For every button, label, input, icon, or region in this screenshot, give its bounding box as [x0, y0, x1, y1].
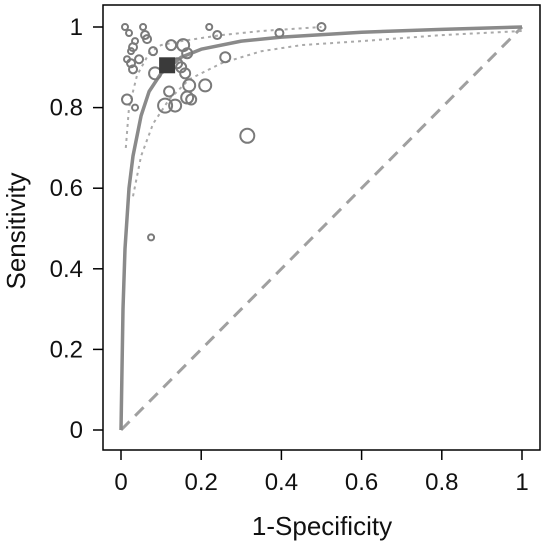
study-point: [179, 67, 192, 80]
x-tick-label: 1: [515, 469, 528, 496]
summary-point: [159, 57, 176, 74]
y-axis-title: Sensitivity: [1, 172, 31, 289]
study-point: [212, 30, 223, 41]
study-point: [239, 127, 256, 144]
study-point: [125, 29, 134, 38]
confidence-region-lower: [132, 30, 523, 197]
study-point: [121, 93, 134, 106]
x-tick-label: 0: [114, 469, 127, 496]
study-point: [127, 47, 136, 56]
study-point: [205, 23, 214, 31]
reference-diagonal-line: [119, 25, 524, 432]
study-point: [163, 85, 176, 98]
y-tick-label: 1: [70, 14, 83, 41]
x-axis-title: 1-Specificity: [252, 511, 392, 541]
study-point: [219, 51, 232, 64]
axis-ticks: 0 0.2 0.4 0.6 0.8 1 0 0.2 0.4 0.6 0.8 1: [50, 14, 529, 496]
study-point: [139, 23, 148, 31]
y-tick-label: 0.8: [50, 95, 83, 122]
study-point: [121, 23, 130, 31]
study-point: [185, 93, 198, 106]
study-point: [182, 78, 197, 93]
study-point: [128, 64, 139, 75]
y-tick-label: 0.4: [50, 256, 83, 283]
study-point: [147, 233, 156, 242]
study-point: [165, 39, 178, 52]
study-point: [274, 28, 285, 39]
study-point: [198, 78, 213, 93]
x-tick-label: 0.6: [345, 469, 378, 496]
x-tick-label: 0.4: [265, 469, 298, 496]
study-point: [157, 97, 174, 114]
study-point: [126, 58, 137, 69]
y-tick-label: 0: [70, 417, 83, 444]
study-point: [142, 34, 153, 45]
study-point: [134, 54, 145, 65]
study-point: [168, 98, 183, 113]
plot-area: [102, 4, 541, 451]
x-tick-label: 0.2: [185, 469, 218, 496]
study-point: [148, 66, 163, 81]
study-point: [181, 47, 194, 60]
study-point: [148, 46, 159, 57]
study-point: [131, 103, 140, 112]
y-tick-label: 0.2: [50, 336, 83, 363]
y-tick-label: 0.6: [50, 175, 83, 202]
x-tick-label: 0.8: [425, 469, 458, 496]
study-point: [316, 22, 327, 32]
plot-frame: [102, 4, 541, 451]
